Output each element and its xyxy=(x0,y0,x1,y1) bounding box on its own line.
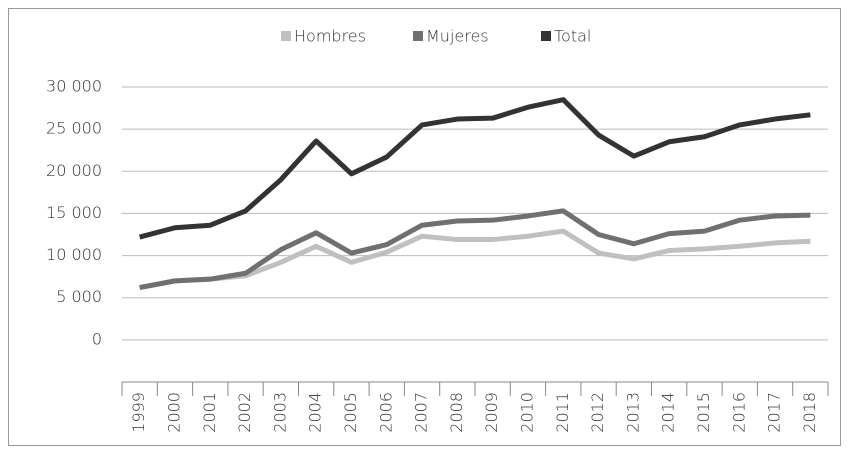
x-tick-label: 2006 xyxy=(376,392,395,433)
y-tick-label: 15 000 xyxy=(46,203,102,222)
x-tick-label: 2009 xyxy=(482,392,501,433)
x-tick-label: 2010 xyxy=(517,392,536,433)
x-tick-label: 2003 xyxy=(270,392,289,433)
x-tick-label: 2017 xyxy=(765,392,784,433)
legend-label: Total xyxy=(554,27,591,46)
y-tick-label: 10 000 xyxy=(46,245,102,264)
legend-swatch xyxy=(281,31,291,41)
x-tick-label: 2000 xyxy=(164,392,183,433)
x-tick-label: 2016 xyxy=(729,392,748,433)
line-series xyxy=(139,228,811,291)
x-tick-label: 1999 xyxy=(129,392,148,433)
x-tick-label: 2013 xyxy=(623,392,642,433)
x-tick-label: 2014 xyxy=(659,392,678,433)
x-tick-label: 2004 xyxy=(306,392,325,433)
x-tick-label: 2002 xyxy=(235,392,254,433)
legend-label: Hombres xyxy=(294,27,366,46)
y-tick-label: 30 000 xyxy=(46,77,102,96)
legend-swatch xyxy=(541,31,551,41)
line-series xyxy=(139,208,811,291)
x-tick-label: 2005 xyxy=(341,392,360,433)
y-tick-label: 0 xyxy=(92,329,102,348)
x-tick-label: 2015 xyxy=(694,392,713,433)
y-tick-label: 20 000 xyxy=(46,161,102,180)
x-tick-label: 2001 xyxy=(200,392,219,433)
x-tick-label: 2011 xyxy=(553,392,572,433)
x-tick-label: 2018 xyxy=(800,392,819,433)
x-tick-label: 2008 xyxy=(447,392,466,433)
x-tick-label: 2007 xyxy=(412,392,431,433)
y-tick-label: 25 000 xyxy=(46,119,102,138)
chart-border xyxy=(8,8,841,446)
line-series xyxy=(139,97,811,240)
legend-label: Mujeres xyxy=(426,27,489,46)
legend-swatch xyxy=(413,31,423,41)
y-tick-label: 5 000 xyxy=(56,287,102,306)
x-tick-label: 2012 xyxy=(588,392,607,433)
